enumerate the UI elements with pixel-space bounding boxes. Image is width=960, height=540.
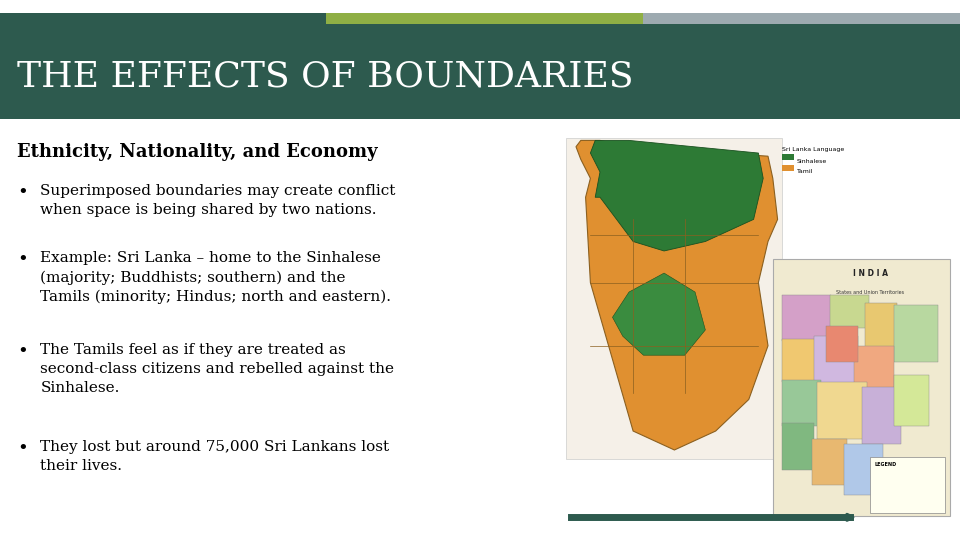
Text: LEGEND: LEGEND <box>874 462 896 467</box>
Bar <box>865 303 897 349</box>
Text: Superimposed boundaries may create conflict
when space is being shared by two na: Superimposed boundaries may create confl… <box>40 184 396 217</box>
Bar <box>781 339 817 382</box>
Bar <box>643 13 960 25</box>
Text: THE EFFECTS OF BOUNDARIES: THE EFFECTS OF BOUNDARIES <box>17 59 634 93</box>
Bar <box>566 138 782 459</box>
Text: The Tamils feel as if they are treated as
second-class citizens and rebelled aga: The Tamils feel as if they are treated a… <box>40 343 395 395</box>
Text: Sinhalese: Sinhalese <box>797 159 828 164</box>
Bar <box>782 165 794 171</box>
Text: I N D I A: I N D I A <box>853 269 888 279</box>
Text: Tamil: Tamil <box>797 170 813 174</box>
Bar <box>829 295 869 328</box>
Bar <box>817 382 867 438</box>
Polygon shape <box>612 273 706 355</box>
Bar <box>782 154 794 160</box>
Text: Example: Sri Lanka – home to the Sinhalese
(majority; Buddhists; southern) and t: Example: Sri Lanka – home to the Sinhale… <box>40 251 392 304</box>
Bar <box>814 336 858 388</box>
Bar <box>862 388 900 444</box>
Bar <box>894 375 929 426</box>
Bar <box>0 24 960 119</box>
Text: Sri Lanka Language: Sri Lanka Language <box>782 147 845 152</box>
Bar <box>844 444 883 495</box>
Bar <box>326 13 643 25</box>
Text: •: • <box>17 343 28 361</box>
Text: Ethnicity, Nationality, and Economy: Ethnicity, Nationality, and Economy <box>17 143 378 161</box>
Text: They lost but around 75,000 Sri Lankans lost
their lives.: They lost but around 75,000 Sri Lankans … <box>40 440 390 473</box>
Text: States and Union Territories: States and Union Territories <box>836 290 904 295</box>
Text: •: • <box>17 251 28 269</box>
Text: •: • <box>17 440 28 458</box>
Bar <box>0 13 326 25</box>
Bar <box>854 347 894 393</box>
Bar <box>773 259 950 516</box>
Polygon shape <box>590 140 763 251</box>
Bar <box>781 423 814 469</box>
Text: •: • <box>17 184 28 201</box>
Polygon shape <box>576 140 778 450</box>
Bar <box>894 306 938 362</box>
Bar <box>812 438 848 485</box>
Bar <box>781 295 831 341</box>
Bar <box>826 326 858 362</box>
Bar <box>781 380 821 426</box>
Bar <box>871 456 945 513</box>
